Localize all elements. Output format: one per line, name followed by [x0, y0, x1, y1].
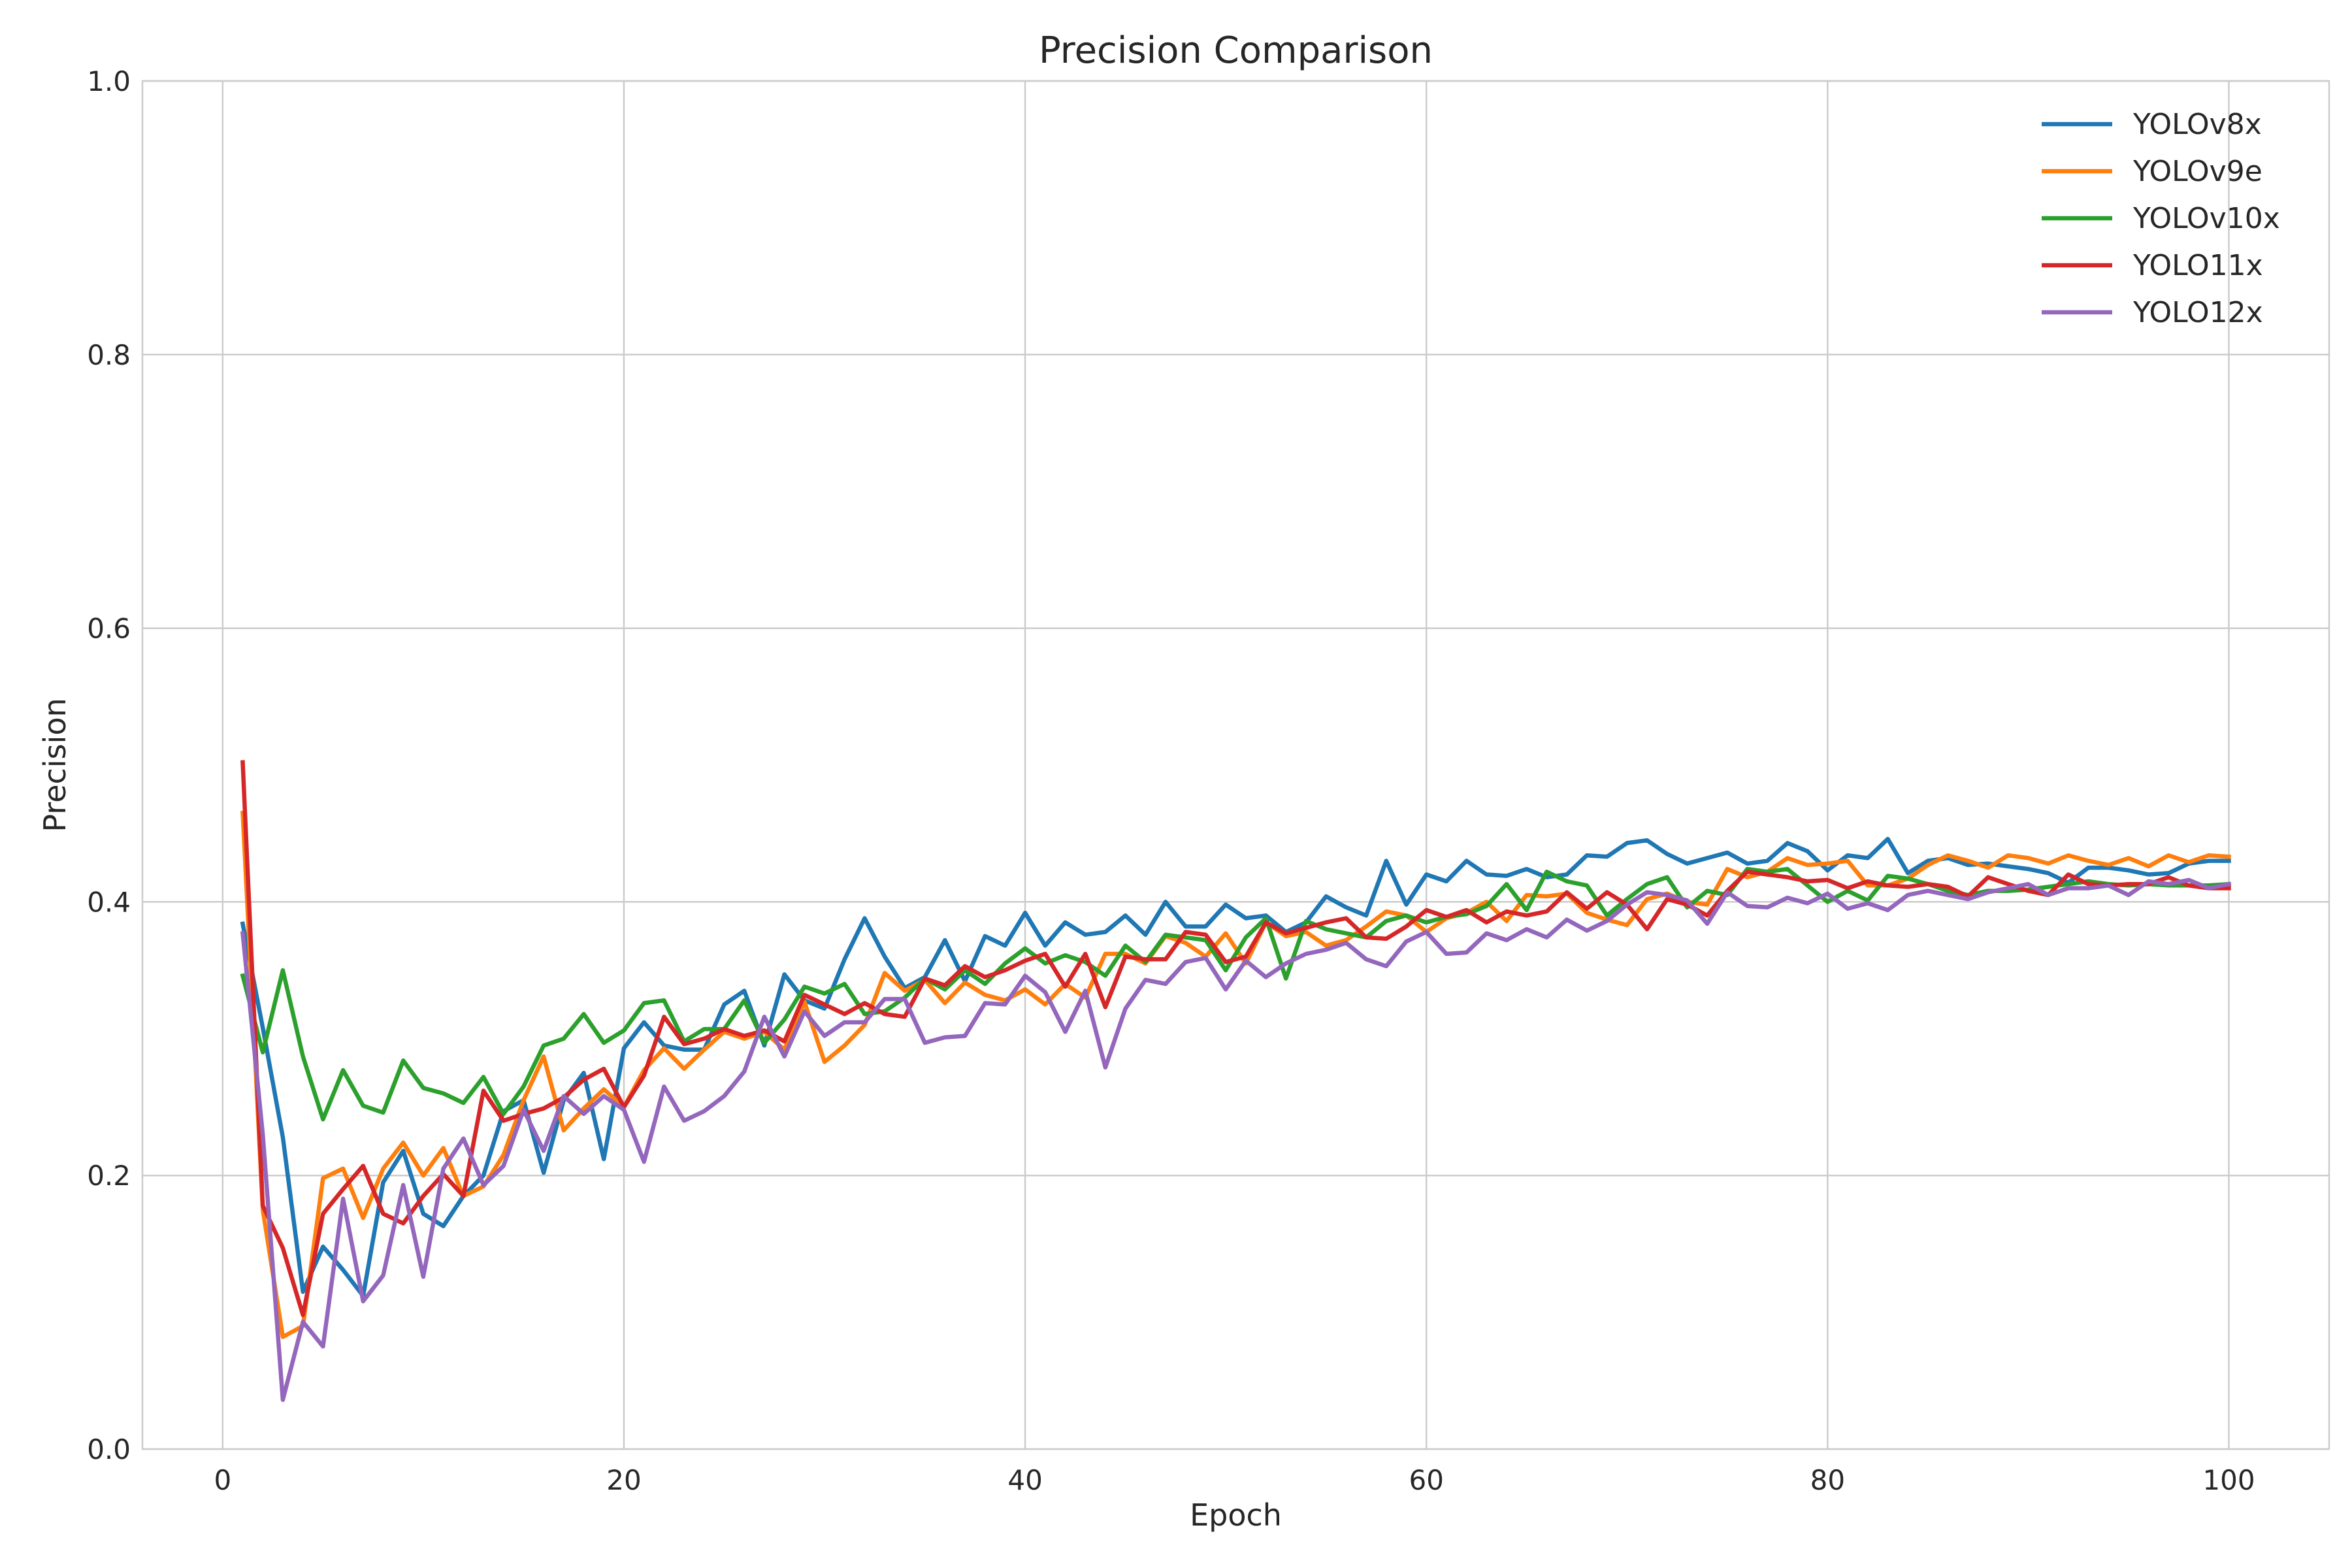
- x-tick-label: 40: [1007, 1464, 1042, 1496]
- series-line-yolo11x: [240, 760, 2231, 1318]
- y-axis-ticks: 0.0 0.2 0.4 0.6 0.8 1.0: [87, 65, 131, 1465]
- legend-label: YOLOv8x: [2132, 108, 2262, 141]
- y-tick-label: 0.6: [87, 613, 131, 645]
- y-axis-label: Precision: [37, 698, 73, 832]
- series-line-yolov10x: [240, 866, 2231, 1122]
- x-axis-ticks: 0 20 40 60 80 100: [214, 1464, 2255, 1496]
- axes-frame: [141, 80, 2330, 1450]
- legend: YOLOv8x YOLOv9e YOLOv10x YOLO11x YOLO12x: [2042, 108, 2280, 329]
- chart-title: Precision Comparison: [1039, 29, 1433, 72]
- legend-label: YOLOv10x: [2132, 202, 2280, 235]
- y-tick-label: 0.2: [87, 1160, 131, 1192]
- x-tick-label: 0: [214, 1464, 231, 1496]
- x-tick-label: 100: [2202, 1464, 2255, 1496]
- y-tick-label: 0.4: [87, 886, 131, 918]
- y-tick-label: 1.0: [87, 65, 131, 97]
- legend-label: YOLO11x: [2132, 249, 2263, 282]
- y-tick-label: 0.0: [87, 1433, 131, 1465]
- legend-label: YOLO12x: [2132, 296, 2263, 329]
- y-tick-label: 0.8: [87, 339, 131, 371]
- series-line-yolo12x: [240, 877, 2232, 1402]
- x-tick-label: 20: [606, 1464, 641, 1496]
- x-axis-label: Epoch: [1190, 1497, 1282, 1533]
- x-tick-label: 60: [1409, 1464, 1443, 1496]
- series-line-yolov9e: [240, 810, 2231, 1339]
- series-lines: [240, 760, 2232, 1402]
- x-tick-label: 80: [1810, 1464, 1845, 1496]
- legend-label: YOLOv9e: [2132, 155, 2262, 188]
